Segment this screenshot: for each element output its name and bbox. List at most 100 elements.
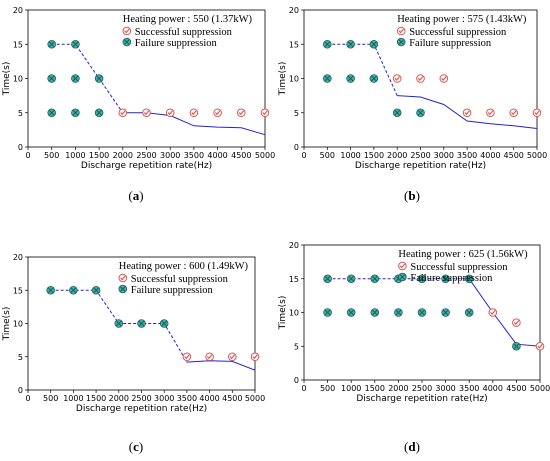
- success-point: [165, 108, 175, 118]
- failure-point: [370, 274, 380, 284]
- panel-caption: (c): [129, 439, 143, 454]
- series-line-solid: [468, 278, 541, 347]
- x-tick-label: 1500: [365, 384, 385, 393]
- failure-point: [346, 39, 355, 49]
- x-tick-label: 4000: [483, 384, 503, 393]
- failure-point-cross: [348, 275, 354, 282]
- x-tick-label: 4500: [504, 151, 524, 160]
- success-point-check: [513, 320, 520, 326]
- x-tick-label: 500: [320, 151, 335, 160]
- x-tick-label: 1000: [341, 384, 361, 393]
- x-tick-label: 3000: [435, 384, 455, 393]
- failure-point: [417, 308, 427, 317]
- series-line-dashed: [51, 43, 124, 114]
- failure-point-cross: [138, 320, 145, 327]
- y-tick-label: 20: [13, 253, 23, 262]
- failure-point-cross: [394, 109, 400, 116]
- x-axis-label: Discharge repetition rate(Hz): [76, 404, 207, 414]
- failure-point: [416, 108, 425, 118]
- y-tick-label: 15: [13, 286, 23, 295]
- failure-point: [47, 74, 56, 83]
- failure-point: [512, 341, 521, 351]
- x-tick-label: 2000: [387, 151, 407, 160]
- failure-point: [322, 39, 332, 49]
- success-point: [512, 318, 521, 327]
- success-point: [535, 341, 545, 351]
- legend-failure-marker-cross: [120, 286, 126, 292]
- y-axis-label: Time(s): [2, 307, 12, 342]
- legend-failure-marker: [396, 37, 406, 47]
- success-point-check: [120, 110, 126, 116]
- legend-success-marker-check: [398, 28, 404, 34]
- failure-point: [346, 308, 356, 317]
- success-point: [260, 108, 270, 118]
- legend-title: Heating power : 625 (1.56kW): [398, 249, 528, 260]
- success-point: [488, 308, 498, 317]
- y-tick-label: 15: [13, 40, 23, 49]
- legend-failure-marker: [118, 284, 128, 294]
- failure-point: [464, 308, 474, 317]
- success-point-check: [487, 110, 494, 116]
- failure-point: [394, 308, 403, 317]
- failure-point: [47, 39, 56, 49]
- failure-point-cross: [161, 320, 167, 327]
- legend-success-marker: [118, 273, 128, 283]
- failure-point: [323, 274, 332, 284]
- failure-point: [71, 39, 80, 49]
- legend-failure-label: Failure suppression: [409, 38, 492, 49]
- legend-success-label: Successful suppression: [131, 274, 229, 285]
- failure-point: [94, 108, 104, 118]
- failure-point-cross: [48, 41, 55, 48]
- legend-failure-marker: [122, 37, 132, 47]
- x-tick-label: 1500: [364, 151, 384, 160]
- x-tick-label: 3500: [457, 151, 477, 160]
- failure-point: [69, 285, 78, 295]
- x-tick-label: 500: [320, 384, 335, 393]
- legend-success-label: Successful suppression: [410, 262, 508, 273]
- legend-title: Heating power : 575 (1.43kW): [397, 14, 527, 25]
- failure-point-cross: [347, 41, 354, 48]
- x-tick-label: 4500: [506, 384, 526, 393]
- success-point: [189, 108, 199, 118]
- x-tick-label: 4500: [231, 151, 251, 160]
- success-point-check: [191, 110, 197, 116]
- failure-point-cross: [93, 287, 99, 294]
- x-tick-label: 3000: [434, 151, 454, 160]
- x-tick-label: 500: [44, 151, 59, 160]
- y-tick-label: 10: [13, 75, 23, 84]
- success-point-check: [417, 76, 424, 81]
- failure-point-cross: [48, 109, 55, 116]
- success-point: [392, 74, 402, 83]
- legend-title: Heating power : 550 (1.37kW): [123, 14, 253, 25]
- x-tick-label: 3000: [160, 151, 180, 160]
- legend-success-marker-check: [399, 263, 406, 269]
- failure-point-cross: [324, 41, 331, 48]
- y-axis-label: Time(s): [278, 62, 288, 97]
- failure-point: [417, 274, 427, 284]
- x-tick-label: 3500: [177, 394, 197, 403]
- success-point-check: [490, 310, 496, 315]
- y-tick-label: 5: [294, 109, 299, 118]
- failure-point: [159, 319, 169, 328]
- success-point-check: [238, 110, 245, 116]
- failure-point-cross: [72, 41, 79, 48]
- legend-success-marker-check: [124, 28, 130, 34]
- failure-point: [71, 74, 80, 83]
- legend-success-label: Successful suppression: [135, 27, 233, 38]
- success-point-check: [534, 110, 540, 116]
- failure-point: [369, 39, 379, 49]
- failure-point-cross: [442, 275, 449, 282]
- success-point: [118, 108, 128, 118]
- y-tick-label: 15: [289, 275, 299, 284]
- x-axis-label: Discharge repetition rate(Hz): [355, 161, 486, 171]
- failure-point-cross: [48, 75, 55, 82]
- x-tick-label: 2000: [388, 384, 408, 393]
- failure-point: [441, 308, 450, 317]
- x-tick-label: 4500: [222, 394, 242, 403]
- failure-point-cross: [348, 309, 354, 316]
- legend-success-label: Successful suppression: [409, 27, 507, 38]
- failure-point-cross: [47, 287, 54, 294]
- failure-point-cross: [419, 309, 425, 316]
- x-tick-label: 0: [301, 151, 306, 160]
- success-point: [462, 108, 472, 118]
